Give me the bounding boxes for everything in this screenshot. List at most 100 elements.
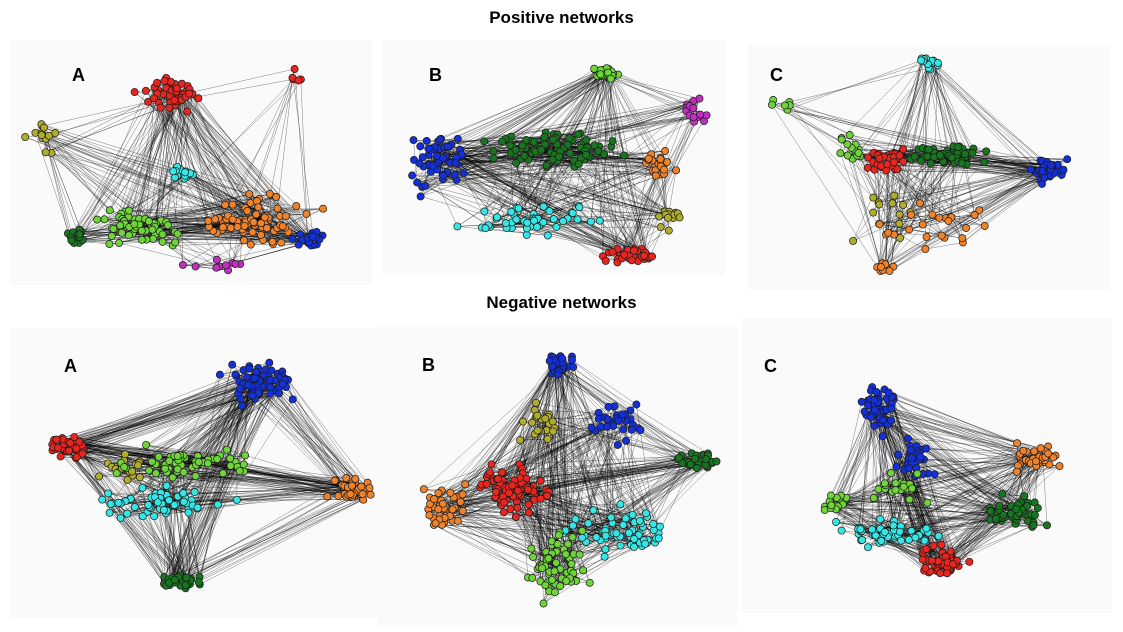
node-orange (221, 201, 230, 209)
node-cyan (549, 215, 558, 224)
edge (190, 487, 352, 581)
edge (853, 160, 1043, 242)
edge (599, 73, 645, 257)
node-orange (358, 490, 367, 499)
node-orange (272, 193, 281, 201)
edge (113, 89, 159, 229)
edge (666, 111, 687, 163)
node-blue (416, 192, 425, 201)
edge (175, 98, 210, 226)
node-dark-green (574, 130, 583, 139)
edge (130, 385, 257, 499)
edge (884, 153, 958, 269)
node-dark-green (530, 137, 539, 146)
edge (485, 227, 548, 236)
node-olive (21, 133, 30, 142)
node-light-green (768, 100, 776, 109)
edge (184, 380, 276, 581)
edge (61, 441, 167, 586)
edge (163, 509, 185, 578)
edge (45, 152, 218, 260)
node-olive (128, 467, 137, 476)
node-orange (357, 482, 366, 491)
node-red (899, 145, 908, 154)
node-red (52, 435, 61, 444)
node-cyan (232, 495, 241, 504)
node-cyan (130, 503, 139, 511)
positive-network-b-graph (383, 40, 725, 275)
node-orange (330, 476, 339, 485)
edge (609, 75, 618, 263)
edge (442, 174, 665, 212)
edge (601, 73, 659, 164)
edge (603, 75, 610, 155)
edge (68, 398, 241, 452)
node-dark-green (542, 161, 551, 170)
node-dark-green (620, 151, 628, 160)
edge (909, 172, 1055, 230)
node-blue (459, 169, 468, 178)
node-cyan (552, 223, 561, 231)
node-orange (962, 224, 971, 232)
node-blue (1038, 167, 1047, 176)
node-dark-green (181, 581, 190, 590)
edge (899, 164, 1053, 215)
node-light-green (165, 456, 174, 465)
node-blue (428, 162, 437, 171)
edge (526, 228, 618, 250)
node-blue (244, 381, 253, 390)
node-dark-green (170, 575, 179, 584)
edge (139, 393, 271, 478)
node-light-green (137, 235, 146, 244)
edge (154, 100, 181, 235)
node-light-green (843, 151, 852, 160)
edge (168, 470, 191, 581)
edge (771, 104, 878, 268)
node-cyan (98, 495, 107, 504)
edge (186, 398, 256, 586)
node-cyan (523, 218, 532, 227)
edge (433, 164, 544, 207)
node-light-green (173, 452, 182, 461)
edge (840, 153, 882, 267)
edge (439, 360, 555, 517)
node-dark-green (555, 152, 563, 161)
edge (434, 69, 605, 148)
node-orange (875, 220, 884, 229)
node-light-green (173, 465, 182, 474)
edge (134, 193, 250, 225)
node-dark-green (947, 153, 956, 162)
node-cyan (480, 207, 489, 216)
edge (71, 367, 259, 447)
edge (134, 94, 164, 225)
edge (579, 207, 610, 253)
node-orange (281, 212, 290, 221)
edge (857, 58, 927, 156)
edge (183, 470, 240, 473)
edge (611, 146, 649, 259)
node-cyan (193, 503, 202, 512)
node-olive (134, 461, 143, 470)
edge (277, 77, 293, 209)
edge (183, 498, 363, 502)
edge (538, 156, 561, 227)
edge (70, 446, 155, 517)
edge (505, 71, 602, 140)
node-olive (875, 200, 884, 209)
node-dark-green (182, 573, 191, 582)
edge (222, 473, 346, 490)
edge (930, 69, 1047, 176)
edge (597, 150, 666, 215)
node-dark-green (537, 145, 546, 154)
node-blue (245, 364, 254, 373)
edge (175, 377, 280, 579)
node-dark-green (540, 133, 549, 141)
edge (923, 61, 1044, 168)
edge (81, 90, 147, 241)
edge (268, 376, 362, 487)
node-light-green (147, 457, 156, 466)
node-cyan (587, 217, 595, 226)
node-olive (664, 213, 672, 222)
node-light-green (213, 455, 222, 464)
node-red (629, 246, 638, 255)
